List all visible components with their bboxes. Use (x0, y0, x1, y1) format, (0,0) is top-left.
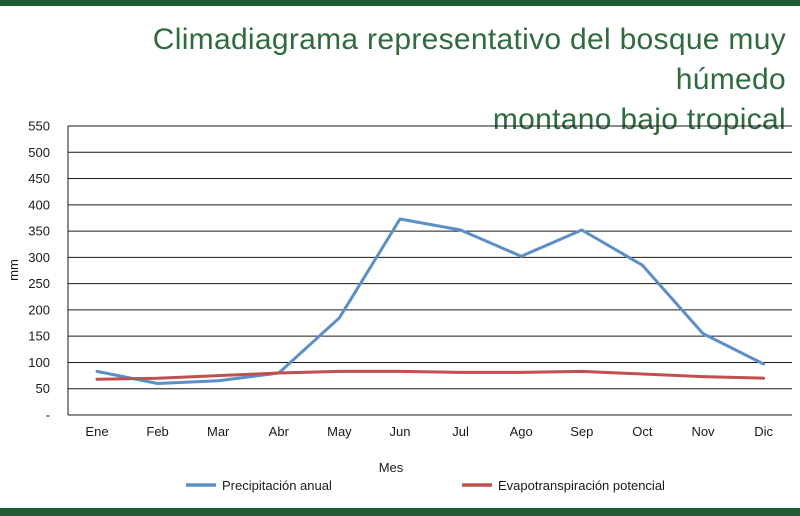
x-tick-label-dic: Dic (754, 424, 773, 439)
series-line-evapotranspiracion (95, 369, 766, 381)
y-tick-label: 100 (28, 355, 50, 370)
chart-title: Climadiagrama representativo del bosque … (66, 20, 786, 140)
x-tick-label-sep: Sep (570, 424, 593, 439)
x-tick-label-abr: Abr (269, 424, 290, 439)
x-tick-label-feb: Feb (146, 424, 168, 439)
y-tick-label: 50 (36, 381, 50, 396)
y-tick-label: 550 (28, 119, 50, 134)
y-tick-label: - (46, 408, 50, 423)
legend-label-evapotranspiracion: Evapotranspiración potencial (498, 478, 665, 493)
y-tick-label: 200 (28, 302, 50, 317)
x-tick-label-mar: Mar (207, 424, 230, 439)
x-tick-label-nov: Nov (691, 424, 715, 439)
series-line-precipitacion (95, 217, 766, 385)
y-tick-label: 450 (28, 171, 50, 186)
x-axis-title: Mes (379, 460, 404, 475)
legend: Precipitación anual Evapotranspiración po… (186, 478, 665, 493)
y-tick-label: 400 (28, 197, 50, 212)
y-tick-label: 350 (28, 224, 50, 239)
x-tick-label-ene: Ene (85, 424, 108, 439)
y-tick-label: 250 (28, 276, 50, 291)
legend-label-precipitacion: Precipitación anual (222, 478, 332, 493)
series-lines (95, 217, 766, 385)
y-tick-label: 150 (28, 329, 50, 344)
y-tick-labels: - 50 100 150 200 250 300 350 400 450 500 550 (28, 119, 50, 423)
top-band (0, 0, 800, 6)
chart-title-line-2: montano bajo tropical (492, 103, 786, 136)
axes (67, 126, 792, 416)
x-tick-labels: Ene Feb Mar Abr May Jun Jul Ago Sep Oct Nov Dic (85, 424, 773, 439)
x-tick-label-oct: Oct (632, 424, 653, 439)
x-tick-label-jun: Jun (390, 424, 411, 439)
x-tick-label-may: May (327, 424, 352, 439)
gridlines (68, 125, 792, 390)
y-axis-title: mm (6, 259, 21, 281)
chart-title-line-1: Climadiagrama representativo del bosque … (152, 23, 786, 96)
y-tick-label: 500 (28, 145, 50, 160)
x-tick-label-ago: Ago (510, 424, 533, 439)
bottom-band (0, 508, 800, 516)
y-tick-label: 300 (28, 250, 50, 265)
x-tick-label-jul: Jul (452, 424, 469, 439)
